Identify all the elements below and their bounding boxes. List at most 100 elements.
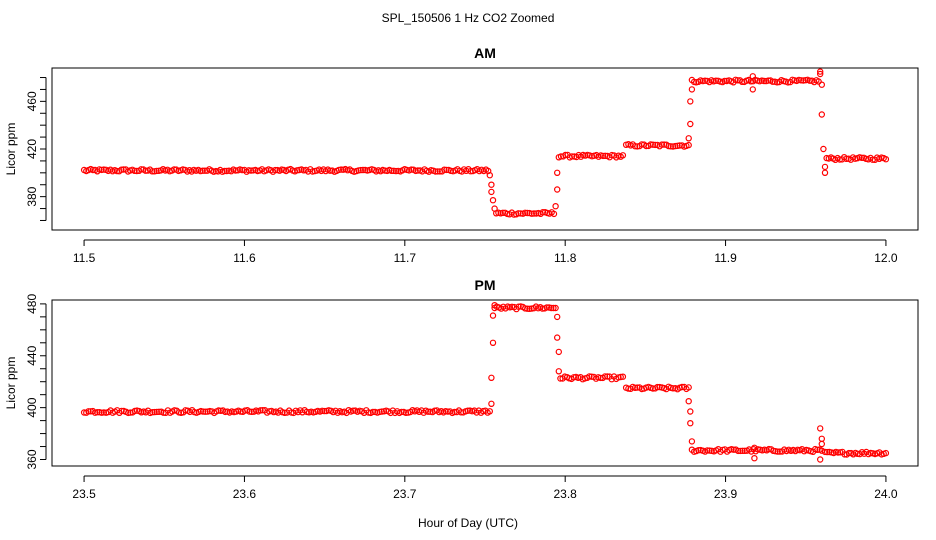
data-segment [823,153,890,163]
am-panel: AM Licor ppm 11.5 11.6 11.7 11.8 11.9 12.0 380 42… [4,45,919,265]
data-point [687,120,694,128]
data-point [326,167,334,174]
y-tick-label: 440 [25,345,39,365]
x-tick-label: 12.0 [874,251,898,265]
pm-panel: PM Licor ppm 23.5 23.6 23.7 23.8 23.9 24.0 360 40… [4,277,919,501]
data-points [80,68,890,218]
y-tick-label: 480 [25,294,39,314]
data-point [151,408,158,416]
data-point [149,409,156,416]
data-point [432,168,439,175]
data-point [599,152,607,160]
data-point [882,449,890,457]
data-point [654,383,661,391]
data-point [257,407,264,414]
x-tick-label: 23.7 [393,487,417,501]
data-point [443,166,450,174]
panel-title: PM [475,277,496,293]
data-point [601,373,609,380]
data-point [704,447,711,454]
data-point [488,374,495,381]
data-point [414,167,422,174]
data-segment [557,373,627,383]
data-point [524,305,531,312]
data-point [631,142,639,150]
data-point [882,155,890,163]
data-point [751,444,758,451]
data-segment [491,303,559,313]
data-point [751,455,758,462]
data-point [687,98,694,105]
data-point [441,166,448,173]
data-segment [688,445,826,455]
data-point [550,210,558,218]
data-point [491,205,498,212]
data-point [357,166,364,174]
data-point [467,167,474,175]
data-point [721,77,728,85]
data-point [486,408,493,415]
data-point [94,409,101,416]
data-point [272,166,279,174]
data-point [489,196,497,204]
data-point [515,210,522,217]
data-point [688,86,696,93]
data-point [131,167,138,174]
data-point [237,408,244,415]
plot-frame [51,67,919,231]
data-point [769,78,776,85]
data-point [521,209,529,216]
data-point [814,446,821,453]
plot-frame [51,299,919,467]
data-point [818,435,826,442]
data-point [392,167,400,175]
data-point [695,447,702,454]
data-segment [493,208,558,218]
data-point [552,304,559,312]
y-tick-label: 420 [25,139,39,159]
data-point [631,384,639,391]
data-point [688,438,696,445]
data-point [797,77,805,84]
panel-title: AM [474,45,496,61]
data-point [818,440,826,448]
data-point [488,188,495,196]
data-point [489,312,497,319]
data-point [118,166,125,173]
x-tick-label: 24.0 [874,487,898,501]
data-point [539,208,547,216]
x-tick-label: 11.7 [394,251,417,265]
data-point [526,305,533,312]
data-point [685,384,692,391]
figure-title: SPL_150506 1 Hz CO2 Zoomed [382,11,555,25]
x-tick-label: 11.8 [554,251,577,265]
data-point [737,447,744,455]
data-point [665,142,672,150]
y-axis-label: Licor ppm [4,123,18,176]
data-point [818,81,826,88]
data-point [246,408,253,415]
data-point [489,339,497,346]
data-point [543,304,551,311]
data-point [232,167,239,174]
data-point [685,398,692,405]
data-point [647,141,654,148]
x-tick-label: 23.6 [233,487,257,501]
data-point [821,163,829,171]
data-point [706,447,713,454]
data-segment [80,165,492,175]
data-point [388,167,395,174]
data-point [619,373,627,380]
data-point [604,373,611,380]
data-point [554,313,561,321]
data-point [815,78,822,85]
x-tick-label: 23.8 [554,487,578,501]
data-point [221,167,228,175]
data-point [554,169,561,176]
data-point [658,141,666,148]
y-axis-label: Licor ppm [4,357,18,410]
data-point [818,111,826,118]
data-point [548,304,555,312]
data-point [488,181,495,188]
